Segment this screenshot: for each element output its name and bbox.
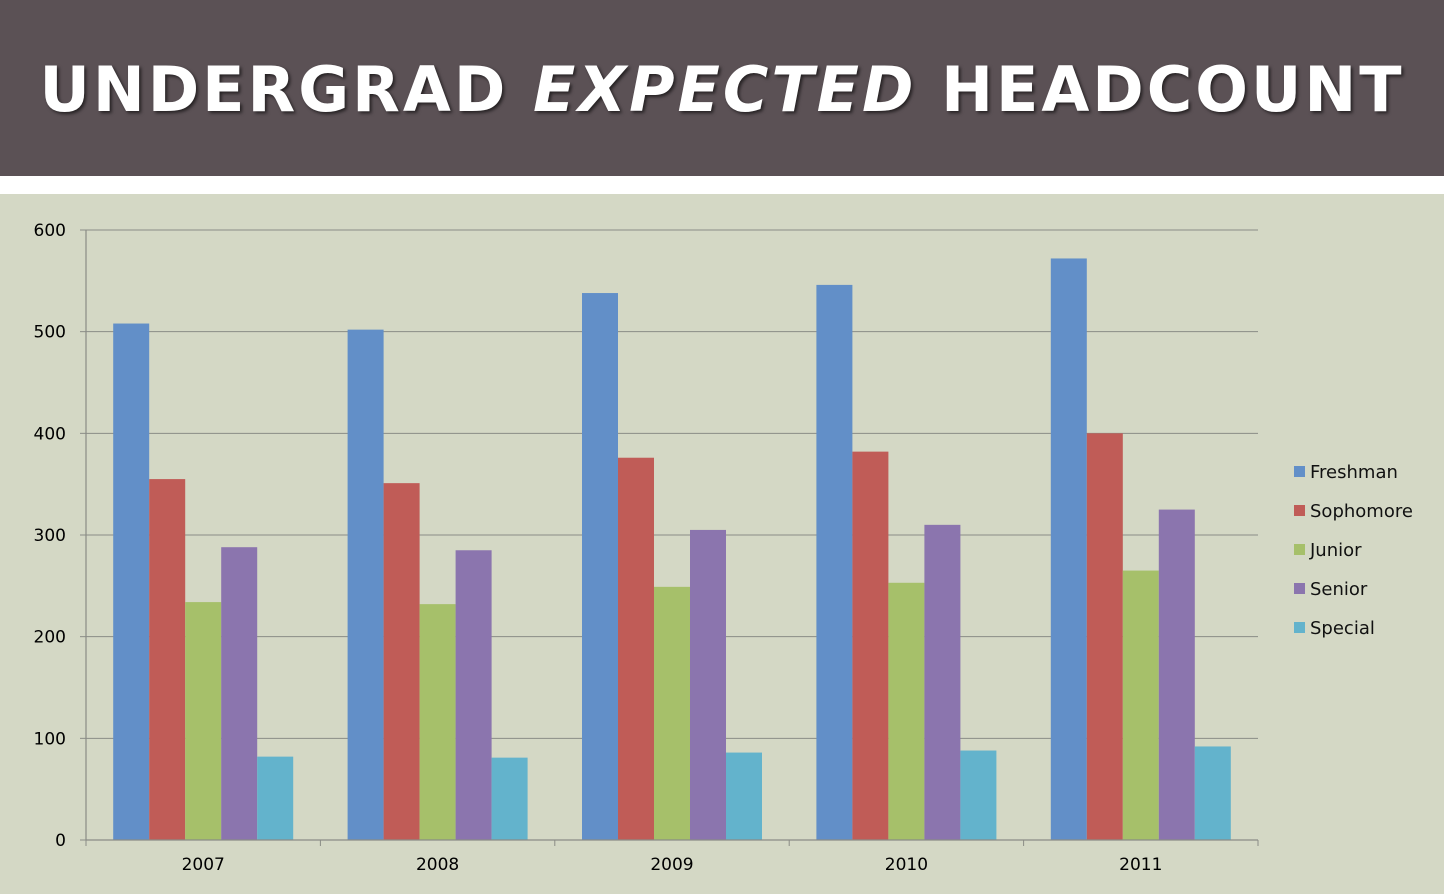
bar-freshman-2011 xyxy=(1050,258,1087,840)
y-tick-label: 500 xyxy=(34,323,66,343)
bar-sophomore-2009 xyxy=(618,457,654,840)
bar-special-2010 xyxy=(960,750,997,840)
bar-special-2009 xyxy=(726,752,762,840)
bar-special-2011 xyxy=(1194,746,1231,840)
x-tick-label: 2010 xyxy=(885,855,928,875)
bar-sophomore-2008 xyxy=(383,483,420,840)
bar-senior-2007 xyxy=(221,547,258,840)
legend-swatch-sophomore xyxy=(1294,505,1305,516)
axes xyxy=(80,229,1259,846)
y-tick-label: 300 xyxy=(34,526,66,546)
legend-label-senior: Senior xyxy=(1310,579,1368,600)
legend-label-special: Special xyxy=(1310,618,1375,639)
legend-swatch-senior xyxy=(1294,583,1305,594)
bar-senior-2010 xyxy=(924,524,961,840)
y-tick-label: 200 xyxy=(34,628,66,648)
title-bar xyxy=(0,0,1444,176)
bar-sophomore-2007 xyxy=(149,479,186,840)
bar-special-2007 xyxy=(257,756,294,840)
title-emphasis: EXPECTED xyxy=(532,52,917,126)
bar-freshman-2008 xyxy=(347,329,384,840)
page-title: UNDERGRAD EXPECTED HEADCOUNT xyxy=(0,0,1444,184)
legend-swatch-special xyxy=(1294,622,1305,633)
bar-junior-2010 xyxy=(888,582,925,840)
y-tick-label: 100 xyxy=(34,729,66,749)
legend-swatch-junior xyxy=(1294,544,1305,555)
bar-freshman-2007 xyxy=(113,323,150,840)
legend-label-freshman: Freshman xyxy=(1310,462,1398,483)
legend-label-sophomore: Sophomore xyxy=(1310,501,1413,522)
bar-junior-2008 xyxy=(419,604,456,840)
legend-label-junior: Junior xyxy=(1309,540,1362,561)
axis-labels: 0 100 200 300 400 500 600 2007 2008 2009 2010 2011 xyxy=(34,221,1163,875)
title-part-1: UNDERGRAD xyxy=(39,52,533,126)
bar-junior-2009 xyxy=(654,586,690,840)
bar-sophomore-2011 xyxy=(1086,433,1123,840)
bar-freshman-2009 xyxy=(582,293,618,840)
bar-special-2008 xyxy=(491,757,528,840)
y-tick-label: 400 xyxy=(34,424,66,444)
legend-swatch-freshman xyxy=(1294,466,1305,477)
bar-freshman-2010 xyxy=(816,284,853,840)
bar-junior-2011 xyxy=(1122,570,1159,840)
y-tick-label: 600 xyxy=(34,221,66,241)
bars xyxy=(113,258,1231,840)
x-tick-label: 2011 xyxy=(1119,855,1162,875)
chart-area: 0 100 200 300 400 500 600 2007 2008 2009 2010 2011 … xyxy=(0,194,1444,894)
x-tick-label: 2008 xyxy=(416,855,459,875)
y-tick-label: 0 xyxy=(55,831,66,851)
x-tick-label: 2007 xyxy=(182,855,225,875)
bar-senior-2008 xyxy=(455,550,492,840)
bar-sophomore-2010 xyxy=(852,451,889,840)
x-tick-label: 2009 xyxy=(650,855,693,875)
bar-junior-2007 xyxy=(185,602,222,840)
bar-senior-2009 xyxy=(690,529,726,840)
legend: Freshman Sophomore Junior Senior Special xyxy=(1294,462,1413,639)
title-part-2: HEADCOUNT xyxy=(916,52,1405,126)
bar-senior-2011 xyxy=(1158,509,1195,840)
